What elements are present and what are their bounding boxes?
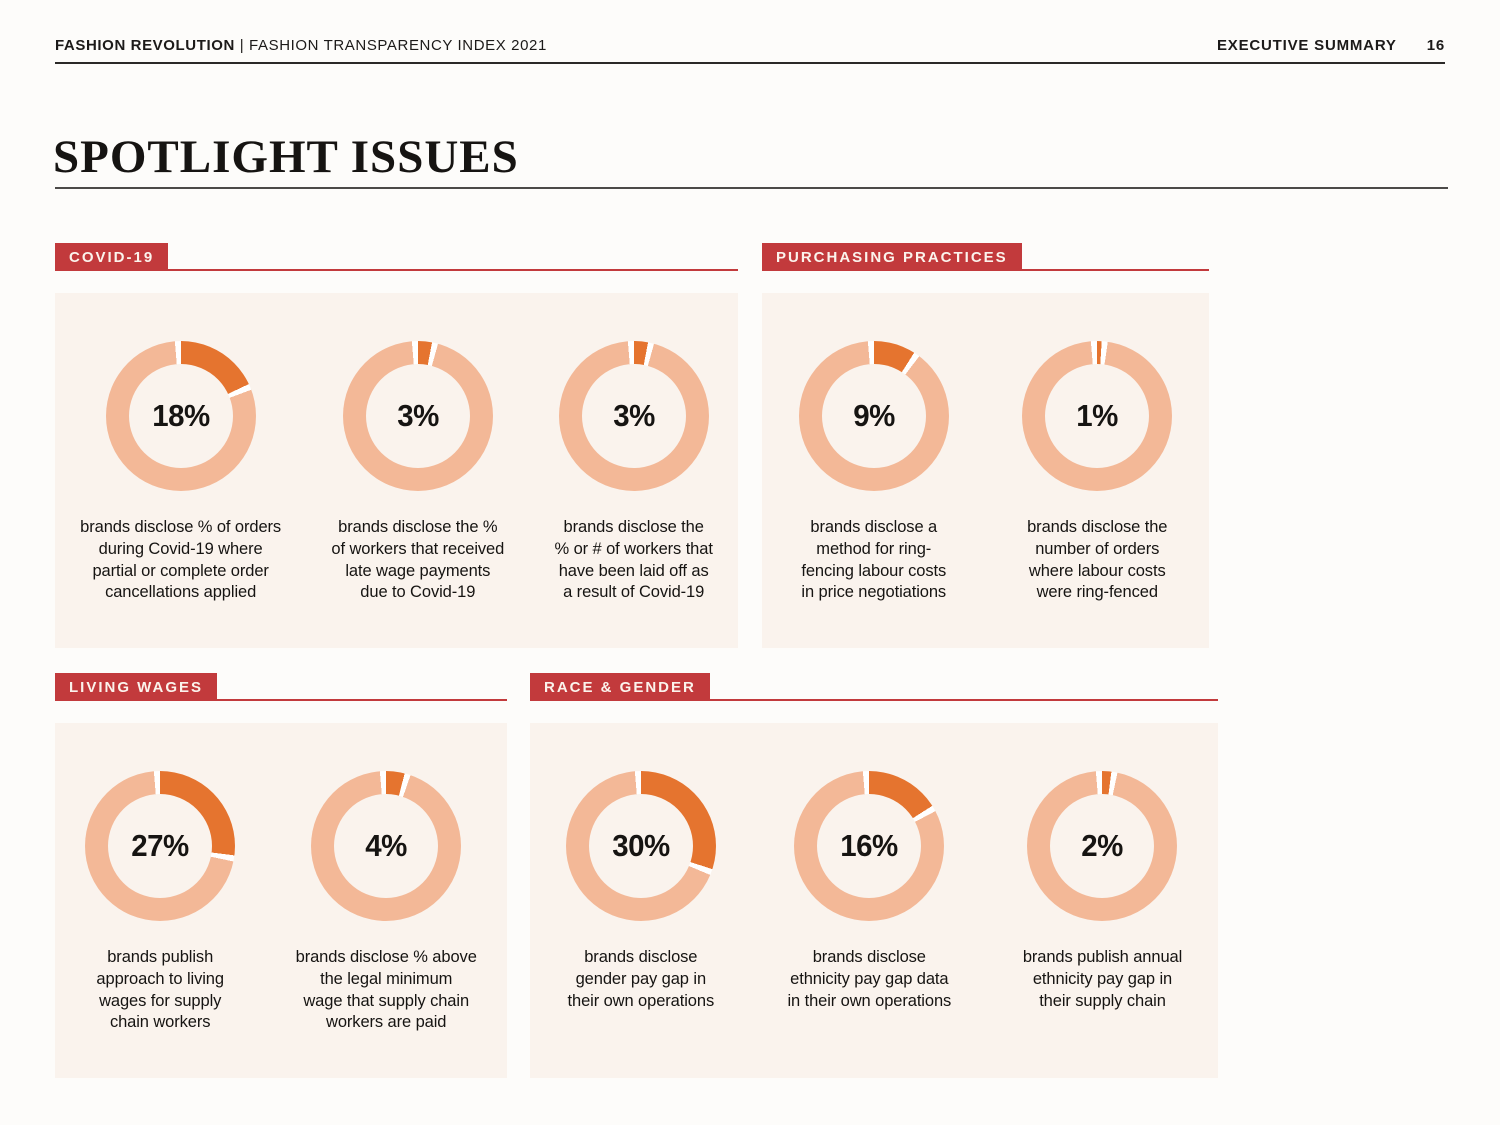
donut-value-label: 27%	[131, 828, 189, 863]
donut-chart: 9%	[798, 341, 949, 491]
donut-value-label: 1%	[1076, 398, 1119, 433]
section-card: 18% brands disclose % of orders during C…	[55, 293, 738, 648]
section-header: RACE & GENDER	[530, 673, 1218, 701]
donut-value-label: 18%	[151, 398, 210, 433]
donut-value-label: 3%	[396, 398, 439, 433]
donut-value-label: 9%	[852, 398, 895, 433]
donut-chart: 3%	[342, 341, 493, 491]
donut-chart-cell: 18% brands disclose % of orders during C…	[80, 341, 281, 604]
donut-caption: brands disclose the number of orders whe…	[1027, 518, 1168, 602]
section-rule	[55, 269, 738, 271]
section-race-gender: RACE & GENDER 30% brands disclose gender…	[530, 673, 1218, 1078]
section-header: LIVING WAGES	[55, 673, 507, 701]
donut-chart-cell: 4% brands disclose % above the legal min…	[296, 771, 477, 1034]
page-title: SPOTLIGHT ISSUES	[53, 131, 519, 183]
donut-chart: 30%	[565, 771, 716, 921]
donut-caption: brands disclose % of orders during Covid…	[80, 518, 282, 602]
donut-value-label: 2%	[1081, 828, 1124, 863]
donut-value-label: 16%	[840, 828, 899, 863]
donut-caption: brands disclose ethnicity pay gap data i…	[787, 948, 952, 1010]
donut-chart: 4%	[311, 771, 462, 921]
section-rule	[55, 699, 507, 701]
section-card: 30% brands disclose gender pay gap in th…	[530, 723, 1218, 1078]
donut-chart: 2%	[1027, 771, 1178, 921]
donut-caption: brands disclose the % of workers that re…	[331, 518, 505, 602]
donut-caption: brands disclose the % or # of workers th…	[554, 518, 713, 602]
title-rule	[55, 187, 1448, 189]
header-divider: |	[239, 37, 245, 54]
donut-value-label: 4%	[365, 828, 408, 863]
donut-chart-cell: 27% brands publish approach to living wa…	[85, 771, 236, 1034]
section-purchasing-practices: PURCHASING PRACTICES 9% brands disclose …	[762, 243, 1209, 648]
donut-chart: 27%	[85, 771, 236, 921]
donut-chart-cell: 2% brands publish annual ethnicity pay g…	[1023, 771, 1182, 1012]
header-right: EXECUTIVE SUMMARY 16	[1217, 37, 1445, 54]
donut-chart-cell: 9% brands disclose a method for ring- fe…	[798, 341, 949, 604]
section-badge: PURCHASING PRACTICES	[762, 243, 1022, 271]
section-rule	[530, 699, 1218, 701]
donut-chart-cell: 3% brands disclose the % of workers that…	[331, 341, 504, 604]
section-covid-19: COVID-19 18% brands disclose % of orders…	[55, 243, 738, 648]
section-header: COVID-19	[55, 243, 738, 271]
donut-chart: 16%	[794, 771, 945, 921]
section-living-wages: LIVING WAGES 27% brands publish approach…	[55, 673, 507, 1078]
donut-caption: brands disclose a method for ring- fenci…	[801, 518, 947, 602]
donut-chart-cell: 3% brands disclose the % or # of workers…	[555, 341, 713, 604]
donut-chart: 1%	[1022, 341, 1173, 491]
header-rule	[55, 62, 1445, 64]
donut-chart-cell: 30% brands disclose gender pay gap in th…	[565, 771, 716, 1012]
section-badge: COVID-19	[55, 243, 169, 271]
section-badge: LIVING WAGES	[55, 673, 218, 701]
donut-caption: brands publish annual ethnicity pay gap …	[1022, 948, 1183, 1010]
donut-value-label: 30%	[612, 828, 670, 863]
header-left: FASHION REVOLUTION | FASHION TRANSPARENC…	[55, 37, 547, 54]
donut-chart: 3%	[558, 341, 709, 491]
donut-chart: 18%	[105, 341, 256, 491]
donut-caption: brands publish approach to living wages …	[96, 948, 224, 1032]
header-section-label: EXECUTIVE SUMMARY	[1216, 37, 1397, 54]
brand-name: FASHION REVOLUTION	[55, 37, 235, 54]
document-title: FASHION TRANSPARENCY INDEX 2021	[249, 37, 547, 54]
section-header: PURCHASING PRACTICES	[762, 243, 1209, 271]
page-number: 16	[1426, 37, 1445, 54]
donut-caption: brands disclose gender pay gap in their …	[567, 948, 715, 1010]
section-card: 27% brands publish approach to living wa…	[55, 723, 507, 1078]
donut-value-label: 3%	[612, 398, 655, 433]
donut-chart-cell: 16% brands disclose ethnicity pay gap da…	[787, 771, 951, 1012]
donut-chart-cell: 1% brands disclose the number of orders …	[1022, 341, 1173, 604]
section-badge: RACE & GENDER	[530, 673, 710, 701]
section-card: 9% brands disclose a method for ring- fe…	[762, 293, 1209, 648]
donut-caption: brands disclose % above the legal minimu…	[295, 948, 477, 1032]
